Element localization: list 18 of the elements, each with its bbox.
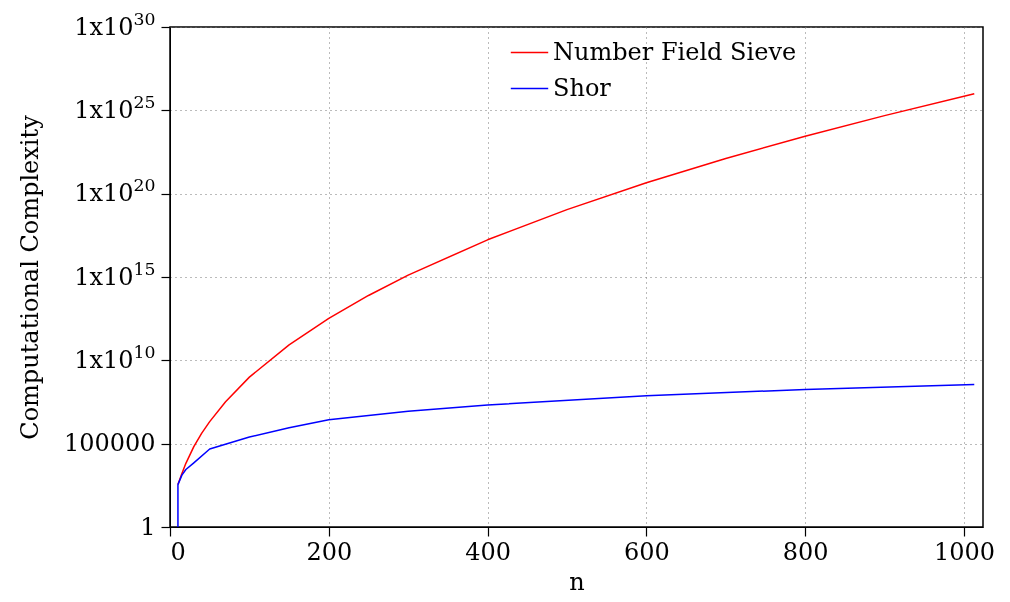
x-axis-title: n xyxy=(569,567,585,596)
y-tick-label: 100000 xyxy=(63,429,156,458)
y-tick-label: 1x10$^{30}$ xyxy=(74,8,156,41)
y-tick-label: 1x10$^{20}$ xyxy=(74,175,156,208)
x-tick-label: 0 xyxy=(170,537,186,566)
line-series xyxy=(177,383,976,527)
x-tick-label: 200 xyxy=(306,537,353,566)
x-tick-label: 600 xyxy=(623,537,670,566)
x-tick-label: 400 xyxy=(465,537,511,566)
legend-label: Shor xyxy=(553,73,612,102)
legend-label: Number Field Sieve xyxy=(553,37,797,66)
x-tick-label: 800 xyxy=(782,537,829,566)
y-axis-title: Computational Complexity xyxy=(15,114,44,440)
y-tick-label: 1x10$^{10}$ xyxy=(74,341,156,374)
y-tick-label: 1x10$^{25}$ xyxy=(74,91,156,124)
y-tick-label: 1 xyxy=(140,512,156,541)
y-tick-label: 1x10$^{15}$ xyxy=(74,258,156,291)
x-tick-label: 1000 xyxy=(933,537,995,566)
